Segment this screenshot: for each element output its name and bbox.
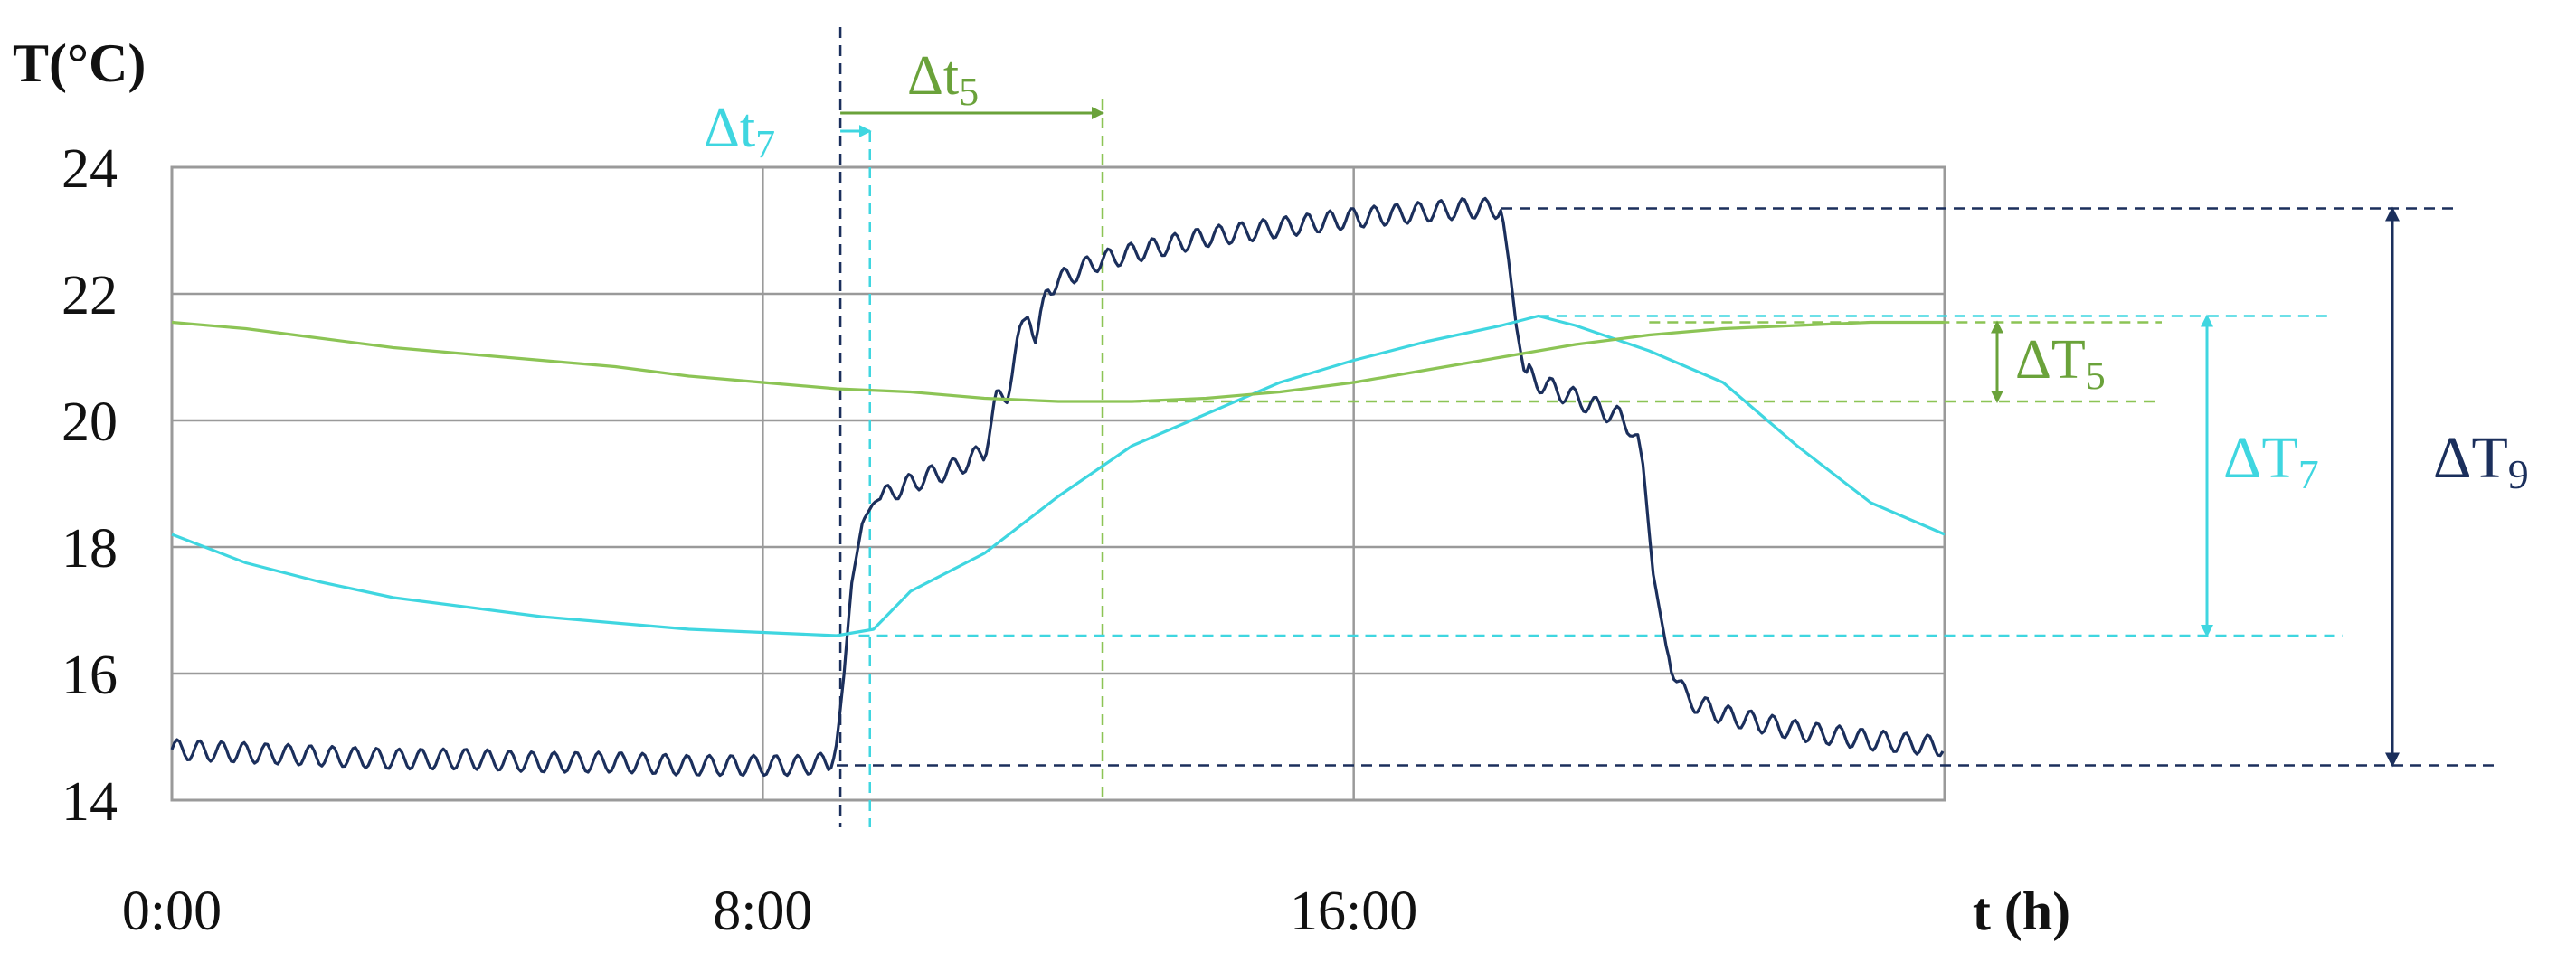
y-tick-label: 18 <box>62 518 118 580</box>
delta-T5-label: ΔT5 <box>2015 329 2106 398</box>
y-axis-label: T(°C) <box>13 33 146 93</box>
y-tick-labels: 14 16 18 20 22 24 <box>62 138 118 833</box>
delta-T7-label: ΔT7 <box>2223 425 2319 497</box>
x-axis-label: t (h) <box>1973 882 2070 941</box>
delta-t5-label: Δt5 <box>907 45 979 114</box>
delta-T9-label: ΔT9 <box>2433 425 2529 497</box>
y-tick-label: 24 <box>62 138 118 200</box>
x-tick-label: 16:00 <box>1290 881 1417 942</box>
annotation-arrows <box>840 107 2400 768</box>
plot-frame <box>170 165 1946 802</box>
y-tick-label: 22 <box>62 265 118 326</box>
y-tick-label: 20 <box>62 391 118 453</box>
series-line-2 <box>171 320 1945 403</box>
series-layer <box>170 196 1946 778</box>
y-tick-label: 14 <box>62 771 118 833</box>
series-line-0 <box>170 196 1945 778</box>
grid-lines <box>172 165 1945 802</box>
x-tick-labels: 0:00 8:00 16:00 <box>122 881 1417 942</box>
x-tick-label: 0:00 <box>122 881 222 942</box>
x-tick-label: 8:00 <box>713 881 812 942</box>
series-line-1 <box>171 314 1946 637</box>
delta-t7-label: Δt7 <box>704 98 775 166</box>
y-tick-label: 16 <box>62 645 118 706</box>
